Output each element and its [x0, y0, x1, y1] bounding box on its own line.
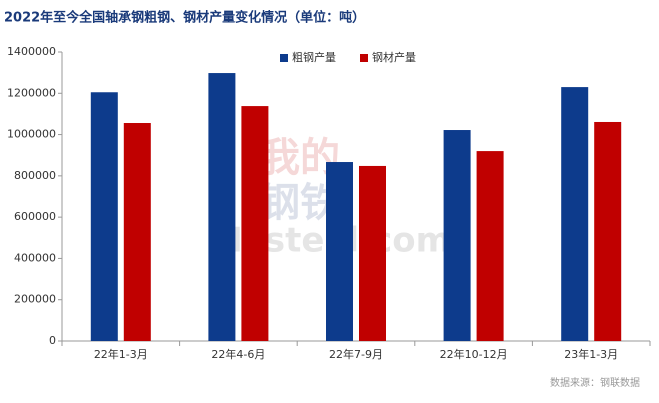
bar: [123, 123, 151, 341]
x-tick-label: 23年1-3月: [564, 347, 618, 361]
bar: [359, 165, 386, 341]
bar: [326, 162, 353, 341]
legend-label: 钢材产量: [372, 50, 416, 64]
chart-title: 2022年至今全国轴承钢粗钢、钢材产量变化情况（单位：吨）: [4, 10, 365, 26]
y-tick-label: 0: [49, 334, 56, 347]
bar: [476, 151, 504, 341]
y-tick-label: 200000: [14, 293, 56, 306]
x-tick-label: 22年4-6月: [211, 347, 265, 361]
bar: [594, 121, 622, 342]
legend-swatch: [280, 54, 288, 62]
bar: [443, 130, 471, 341]
y-tick-label: 1400000: [7, 45, 56, 58]
y-tick-label: 600000: [14, 210, 56, 223]
y-tick-label: 800000: [14, 169, 56, 182]
bar: [241, 106, 269, 341]
x-tick-label: 22年7-9月: [329, 347, 383, 361]
y-tick-label: 1200000: [7, 86, 56, 99]
bar: [561, 87, 589, 341]
legend-swatch: [360, 54, 368, 62]
y-tick-label: 1000000: [7, 128, 56, 141]
legend-label: 粗钢产量: [292, 50, 336, 64]
bar: [208, 73, 236, 341]
x-tick-label: 22年10-12月: [440, 347, 508, 361]
source: 数据来源：钢联数据: [550, 376, 640, 389]
y-tick-label: 400000: [14, 251, 56, 264]
x-tick-label: 22年1-3月: [94, 347, 148, 361]
bar: [90, 92, 118, 341]
